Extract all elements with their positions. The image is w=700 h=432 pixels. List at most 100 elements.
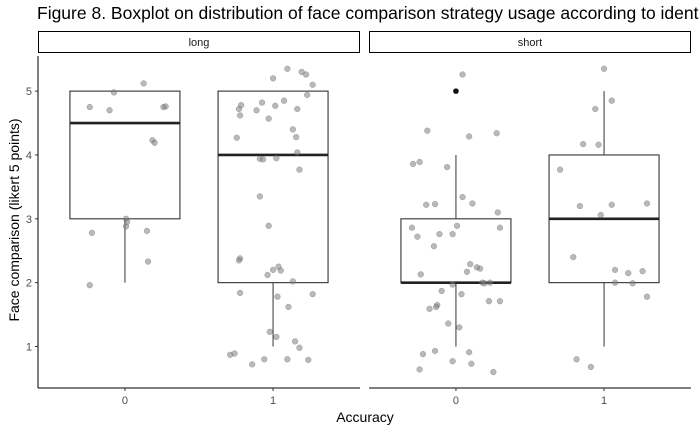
jitter-point bbox=[236, 289, 244, 297]
jitter-point bbox=[284, 356, 291, 363]
jitter-point bbox=[249, 361, 256, 368]
jitter-point bbox=[265, 115, 272, 122]
jitter-point bbox=[162, 103, 169, 110]
jitter-point bbox=[231, 350, 238, 357]
x-tick-label: 1 bbox=[601, 395, 607, 407]
jitter-point bbox=[280, 97, 288, 104]
jitter-point bbox=[496, 298, 504, 305]
jitter-point bbox=[493, 130, 500, 137]
jitter-point bbox=[431, 347, 439, 355]
jitter-point bbox=[416, 158, 423, 166]
jitter-point bbox=[424, 127, 431, 134]
jitter-point bbox=[600, 65, 608, 72]
jitter-point bbox=[625, 269, 632, 277]
jitter-point bbox=[296, 166, 303, 173]
jitter-point bbox=[608, 97, 615, 104]
jitter-point bbox=[409, 160, 417, 168]
jitter-point bbox=[256, 193, 264, 200]
jitter-point bbox=[233, 134, 240, 141]
jitter-point bbox=[274, 293, 281, 300]
jitter-point bbox=[261, 356, 268, 363]
jitter-point bbox=[294, 149, 301, 156]
x-tick-label: 0 bbox=[453, 395, 459, 407]
jitter-point bbox=[151, 139, 158, 146]
jitter-point bbox=[140, 80, 147, 87]
jitter-point bbox=[272, 102, 279, 109]
facet-strip-long bbox=[38, 31, 360, 53]
facet-strip-label: short bbox=[518, 37, 542, 49]
jitter-point bbox=[611, 279, 619, 286]
jitter-point bbox=[486, 279, 494, 286]
jitter-point bbox=[458, 290, 465, 298]
jitter-point bbox=[449, 358, 456, 365]
jitter-point bbox=[494, 209, 501, 216]
jitter-point bbox=[302, 71, 310, 78]
jitter-point bbox=[592, 105, 599, 113]
jitter-point bbox=[570, 253, 577, 261]
jitter-point bbox=[298, 68, 305, 76]
jitter-point bbox=[253, 107, 260, 114]
jitter-point bbox=[438, 287, 445, 295]
jitter-point bbox=[86, 282, 93, 289]
jitter-point bbox=[291, 338, 299, 345]
jitter-point bbox=[309, 81, 316, 88]
jitter-point bbox=[459, 193, 466, 201]
jitter-point bbox=[426, 305, 433, 312]
jitter-point bbox=[269, 266, 277, 274]
y-tick-label: 1 bbox=[26, 342, 32, 354]
jitter-point bbox=[235, 257, 243, 264]
jitter-point bbox=[285, 303, 292, 311]
jitter-point bbox=[611, 266, 619, 274]
jitter-point bbox=[88, 229, 96, 237]
jitter-point bbox=[416, 366, 423, 373]
jitter-point bbox=[449, 281, 456, 288]
facet-strip-short bbox=[369, 31, 691, 53]
jitter-point bbox=[110, 89, 118, 96]
jitter-point bbox=[143, 227, 151, 235]
jitter-point bbox=[443, 163, 451, 171]
jitter-point bbox=[305, 356, 312, 364]
jitter-point bbox=[264, 271, 271, 279]
x-tick-label: 1 bbox=[270, 395, 276, 407]
jitter-point bbox=[576, 202, 584, 210]
jitter-point bbox=[258, 99, 266, 106]
jitter-point bbox=[304, 91, 311, 99]
jitter-point bbox=[284, 65, 291, 72]
jitter-point bbox=[629, 280, 636, 287]
jitter-point bbox=[481, 280, 488, 287]
jitter-point bbox=[643, 200, 651, 207]
jitter-point bbox=[467, 260, 474, 268]
x-axis-label: Accuracy bbox=[336, 409, 394, 425]
jitter-point bbox=[639, 268, 646, 275]
jitter-point bbox=[459, 71, 466, 78]
y-tick-label: 3 bbox=[26, 214, 32, 226]
jitter-point bbox=[496, 224, 504, 231]
jitter-point bbox=[289, 278, 297, 285]
jitter-point bbox=[465, 349, 473, 356]
jitter-point bbox=[265, 222, 272, 229]
axis-ticks: 1 2 3 4 5 0 1 0 1 bbox=[26, 86, 607, 407]
jitter-point bbox=[277, 267, 284, 274]
jitter-points bbox=[86, 65, 651, 376]
jitter-point bbox=[293, 133, 300, 141]
jitter-point bbox=[408, 224, 416, 231]
jitter-point bbox=[473, 264, 480, 271]
jitter-point bbox=[432, 303, 440, 311]
jitter-point bbox=[269, 75, 277, 82]
jitter-point bbox=[122, 223, 130, 230]
jitter-point bbox=[431, 200, 439, 208]
jitter-point bbox=[436, 230, 443, 238]
jitter-point bbox=[580, 140, 587, 148]
jitter-point bbox=[456, 324, 463, 331]
facet-strips: long short bbox=[38, 31, 691, 53]
jitter-point bbox=[86, 103, 93, 111]
jitter-point bbox=[573, 356, 580, 363]
jitter-point bbox=[468, 360, 475, 367]
jitter-point bbox=[289, 126, 297, 133]
jitter-point bbox=[595, 141, 602, 148]
y-tick-label: 5 bbox=[26, 86, 32, 98]
y-tick-label: 4 bbox=[26, 150, 32, 162]
boxes bbox=[69, 88, 660, 347]
jitter-point bbox=[238, 102, 245, 109]
